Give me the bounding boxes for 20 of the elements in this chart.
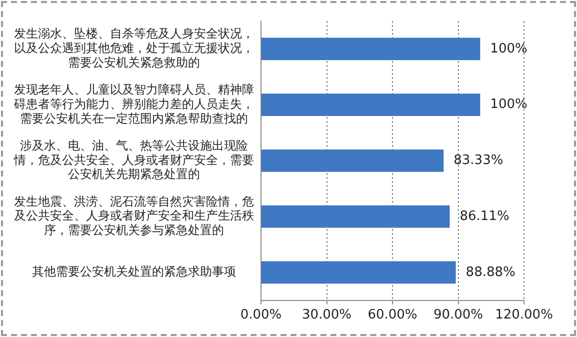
bar <box>262 38 480 60</box>
x-tick-label: 30.00% <box>302 308 352 323</box>
y-tick-label: 其他需要公安机关处置的紧急求助事项 <box>32 264 236 279</box>
x-tick-label: 60.00% <box>368 308 418 323</box>
data-label: 100% <box>490 41 528 56</box>
bar <box>262 261 456 284</box>
x-tick-label: 120.00% <box>495 308 553 323</box>
data-label: 88.88% <box>466 264 516 280</box>
data-label: 86.11% <box>460 208 510 224</box>
x-tick-label: 90.00% <box>433 308 484 323</box>
x-tick-label: 0.00% <box>240 308 282 323</box>
bar <box>262 150 444 172</box>
data-label: 83.33% <box>454 153 504 168</box>
y-tick-label: 发现老年人、儿童以及智力障碍人员、精神障碍患者等行为能力、辨别能力差的人员走失，需要公安机关在一定范围内紧急帮助查找的 <box>13 82 254 126</box>
data-label: 100% <box>490 97 528 112</box>
y-tick-label: 发生地震、洪涝、泥石流等自然灾害险情，危及公共安全、人身或者财产安全和生产生活秩序，需要公安机关参与紧急处置的 <box>14 194 254 238</box>
bar <box>262 205 450 228</box>
y-tick-label: 涉及水、电、油、气、热等公共设施出现险情，危及公共安全、人身或者财产安全，需要公安机关先期紧急处置的 <box>13 138 254 182</box>
y-tick-label: 发生溺水、坠楼、自杀等危及人身安全状况，以及公众遇到其他危难，处于孤立无援状况，需要公安机关紧急救助的 <box>14 26 254 70</box>
bar <box>262 94 480 116</box>
